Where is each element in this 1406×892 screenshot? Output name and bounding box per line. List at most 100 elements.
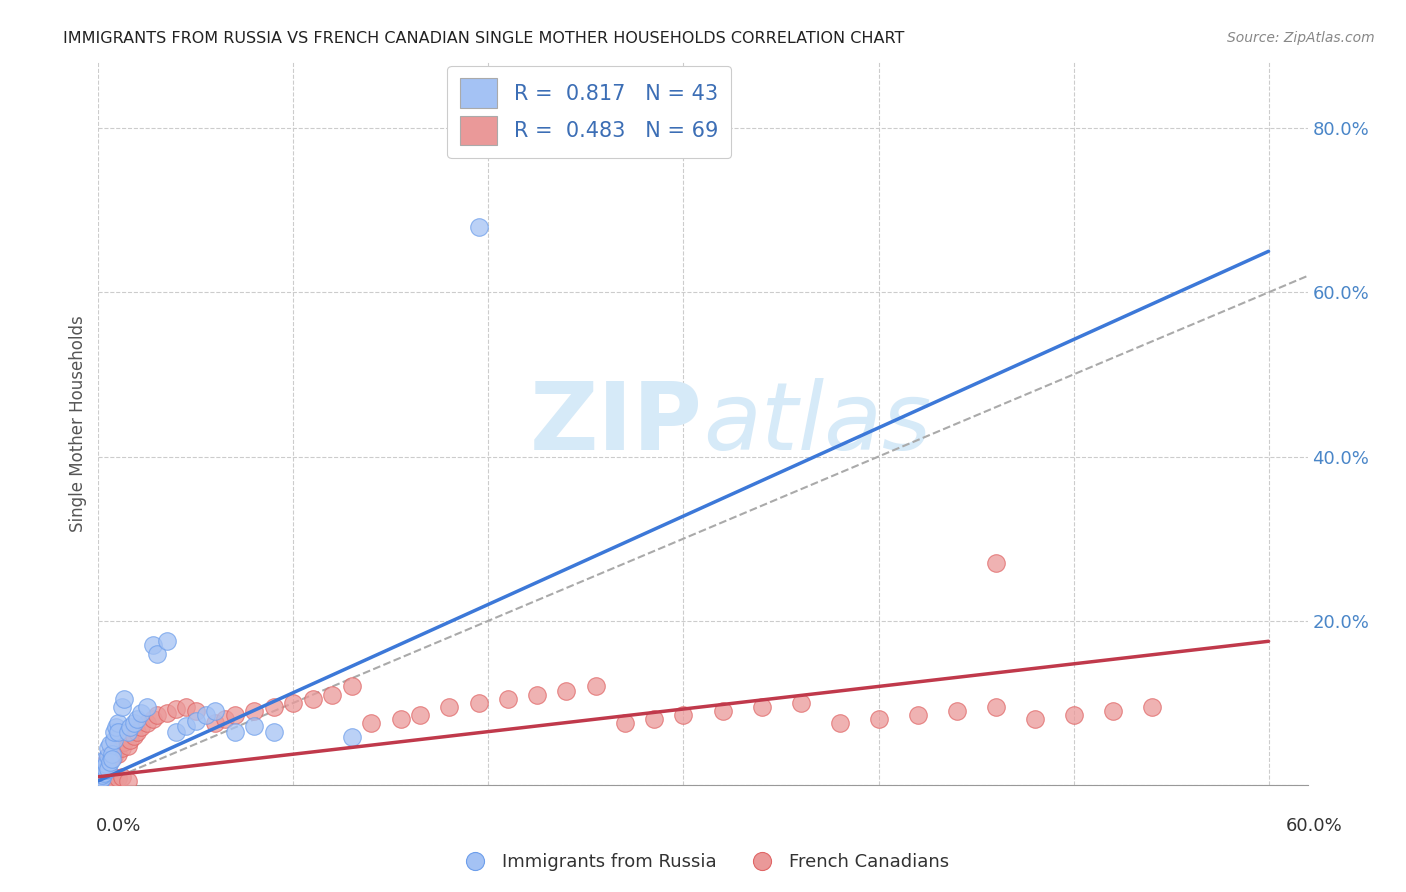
Point [89,768,111,782]
Point [117,773,139,788]
Point [142,639,165,653]
Point [321,688,343,702]
Point [91,765,114,780]
Point [111,741,134,756]
Point [1101,704,1123,718]
Point [263,724,285,739]
Point [711,704,734,718]
Point [118,732,141,747]
Point [93,760,115,774]
Point [127,712,149,726]
Point [156,634,179,648]
Point [89,770,111,784]
Point [146,647,169,661]
Point [340,680,363,694]
Text: ZIP: ZIP [530,377,703,470]
Point [131,721,153,735]
Point [98,753,121,767]
Point [585,680,607,694]
Point [122,729,145,743]
Point [467,696,489,710]
Point [751,700,773,714]
Point [224,724,246,739]
Point [467,219,489,234]
Point [496,691,519,706]
Point [91,768,114,782]
Point [360,716,382,731]
Point [101,747,124,761]
Point [526,688,548,702]
Point [103,724,125,739]
Point [984,700,1007,714]
Point [93,765,115,780]
Point [96,760,118,774]
Point [118,721,141,735]
Point [174,719,197,733]
Point [122,716,145,731]
Point [111,700,134,714]
Point [1024,712,1046,726]
Point [91,762,114,776]
Point [156,706,179,720]
Point [111,770,134,784]
Point [302,691,325,706]
Point [98,737,121,751]
Point [194,708,217,723]
Point [389,712,412,726]
Point [93,763,115,777]
Point [828,716,851,731]
Point [97,749,120,764]
Point [340,731,363,745]
Point [107,724,129,739]
Point [107,747,129,761]
Point [104,743,127,757]
Point [97,749,120,764]
Point [136,700,159,714]
Point [184,704,207,718]
Point [283,696,305,710]
Text: atlas: atlas [703,378,931,469]
Legend: R =  0.817   N = 43, R =  0.483   N = 69: R = 0.817 N = 43, R = 0.483 N = 69 [447,66,731,158]
Point [409,708,432,723]
Point [97,755,120,769]
Point [214,712,236,726]
Point [112,735,135,749]
Point [96,770,118,784]
Point [243,704,266,718]
Point [184,714,207,728]
Point [93,772,115,786]
Point [165,724,187,739]
Point [117,739,139,753]
Point [103,732,125,747]
Point [107,716,129,731]
Point [945,704,967,718]
Point [97,741,120,756]
Point [165,702,187,716]
Point [142,712,165,726]
Text: Source: ZipAtlas.com: Source: ZipAtlas.com [1227,31,1375,45]
Text: IMMIGRANTS FROM RUSSIA VS FRENCH CANADIAN SINGLE MOTHER HOUSEHOLDS CORRELATION C: IMMIGRANTS FROM RUSSIA VS FRENCH CANADIA… [63,31,904,46]
Point [96,763,118,777]
Point [224,708,246,723]
Point [103,773,125,788]
Point [984,556,1007,570]
Point [103,749,125,764]
Point [101,747,124,761]
Point [1063,708,1085,723]
Point [112,691,135,706]
Point [174,700,197,714]
Point [89,773,111,788]
Point [146,708,169,723]
Point [136,716,159,731]
Point [107,772,129,786]
Point [614,716,637,731]
Point [97,762,120,776]
Point [643,712,665,726]
Point [98,755,121,769]
Point [907,708,929,723]
Point [672,708,695,723]
Point [91,763,114,777]
Point [104,721,127,735]
Point [101,772,124,786]
Point [204,704,226,718]
